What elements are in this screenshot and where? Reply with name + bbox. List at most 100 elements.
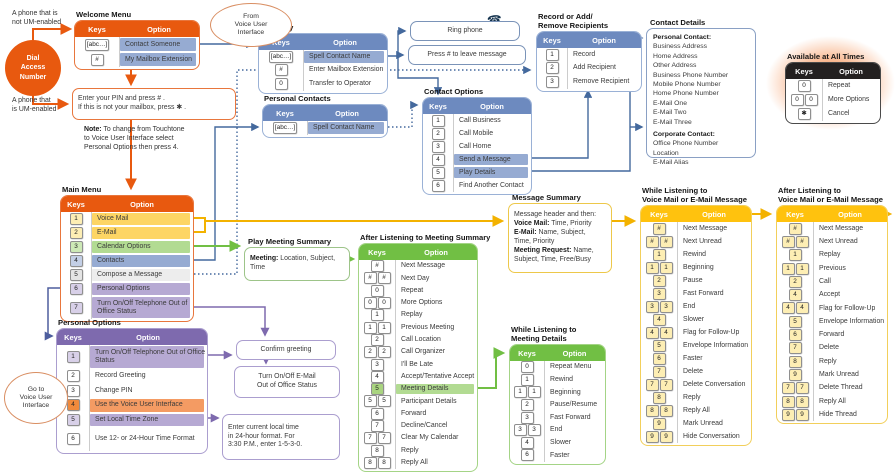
row-keys: #	[777, 222, 813, 235]
key-4: 4	[520, 436, 534, 449]
menu-row: 6 Forward	[359, 407, 477, 420]
option-label: Hide Thread	[819, 410, 857, 418]
row-highlight	[92, 213, 190, 225]
key-7: 7	[363, 432, 377, 445]
row-option: Call Organizer	[395, 346, 477, 359]
table-title: After Listening to	[778, 186, 841, 195]
option-label: Forward	[401, 409, 427, 417]
row-option: Fast Forward	[544, 411, 605, 424]
key-7: 7	[659, 378, 673, 391]
row-option: Beginning	[677, 261, 751, 274]
after-meeting-summary-table: After Listening to Meeting Summary Keys Op…	[358, 233, 490, 473]
table-panel: Keys Option # Next Message # # Next Unread 1 Rep…	[776, 205, 888, 425]
row-option: Faster	[677, 352, 751, 365]
row-keys: 3	[61, 240, 91, 254]
option-label: Next Unread	[683, 237, 722, 245]
contact-details-line: Corporate Contact:	[653, 131, 715, 139]
menu-row: 6 Faster	[510, 449, 605, 462]
key-#: #	[645, 235, 659, 248]
touchtone-note-label: Note: To change from Touchtone to Voice U…	[84, 126, 184, 152]
key-#: #	[377, 272, 391, 285]
key-1: 1	[652, 248, 666, 261]
row-option: Find Another Contact	[453, 179, 531, 192]
row-keys: 2	[537, 62, 567, 76]
menu-row: 3 Fast Forward	[510, 411, 605, 424]
key-9: 9	[652, 417, 666, 430]
menu-row: 0 Repeat Menu	[510, 361, 605, 374]
menu-row: 6 Forward	[777, 328, 887, 342]
row-option: Call Mobile	[453, 127, 531, 140]
connector-16	[388, 100, 419, 128]
label-line: A phone that is	[12, 10, 58, 17]
key-2: 2	[370, 333, 384, 346]
option-label: Faster	[683, 354, 703, 362]
dial-access-number-circle: Dial Access Number	[5, 40, 61, 96]
row-option: Cancel	[822, 107, 880, 121]
key-3: 3	[513, 424, 527, 437]
row-option: Slower	[544, 436, 605, 450]
row-option: Previous Meeting	[395, 321, 477, 334]
table-panel: Keys Option 1 Voice Mail 2 E-Mail 3 Calendar Op…	[60, 195, 194, 322]
row-highlight	[92, 241, 190, 253]
table-panel: Keys Option [abc…] Contact Someone # My Mailb…	[74, 20, 200, 70]
row-option: Faster	[544, 449, 605, 462]
row-keys: 5	[423, 166, 453, 179]
row-highlight	[454, 167, 528, 178]
connector-10	[397, 56, 443, 96]
option-label: More Options	[401, 299, 443, 307]
key-1: 1	[69, 213, 83, 225]
option-label: Reply All	[819, 397, 846, 405]
menu-row: 5 Play Details	[423, 166, 531, 179]
key-4: 4	[69, 255, 83, 267]
contact-details-line: E-Mail Alias	[653, 159, 689, 167]
row-option: Beginning	[544, 386, 605, 399]
row-keys: 9	[641, 417, 677, 430]
menu-row: 2 Pause/Resume	[510, 398, 605, 412]
row-keys: 6	[777, 328, 813, 342]
menu-row: # # Next Unread	[777, 235, 887, 249]
menu-row: 6 Use 12- or 24-Hour Time Format	[57, 427, 207, 451]
key-#: #	[781, 235, 795, 248]
key-3: 3	[69, 241, 83, 253]
table-title: Voice Mail or E-Mail Message	[778, 195, 883, 204]
menu-row: 6 Faster	[641, 352, 751, 365]
circle-line: Access	[20, 64, 46, 72]
row-option: Turn On/Off Telephone Out of Office Stat…	[91, 296, 193, 319]
row-option: Forward	[395, 407, 477, 420]
row-option: Decline/Cancel	[395, 419, 477, 433]
option-label: Pause	[683, 276, 703, 284]
table-panel: Keys Option 1 Call Business 2 Call Mobile 3 Cal…	[422, 97, 532, 195]
contact-details-box: Personal Contact: Business Address Home Ad…	[646, 28, 756, 166]
key-4: 4	[788, 289, 802, 302]
row-option: Reply	[677, 391, 751, 404]
menu-row: 1 Rewind	[510, 373, 605, 387]
option-label: Replay	[401, 311, 423, 319]
option-label: Next Message	[819, 224, 864, 232]
option-label: Slower	[550, 438, 572, 446]
table-title: Meeting Details	[511, 334, 567, 343]
row-keys: 0	[786, 79, 822, 93]
table-header: Keys Option	[57, 329, 207, 345]
menu-row: 0 0 More Options	[359, 296, 477, 310]
row-keys: 2	[423, 127, 453, 140]
row-option: Delete	[813, 341, 887, 355]
keys-column-header: Keys	[272, 37, 290, 47]
row-highlight	[90, 399, 204, 412]
option-column-header: Option	[838, 209, 862, 219]
key-7: 7	[69, 301, 83, 314]
row-keys: 8	[359, 444, 395, 457]
contact-details-title: Contact Details	[650, 18, 706, 27]
key-1: 1	[370, 309, 384, 322]
option-column-header: Option	[130, 199, 154, 209]
connector-25	[194, 306, 270, 337]
row-highlight	[120, 38, 196, 51]
contact-details-line: Office Phone Number	[653, 140, 719, 148]
key-1: 1	[527, 386, 541, 399]
key-#: #	[370, 260, 384, 273]
row-option: Call Location	[395, 333, 477, 347]
menu-row: 1 Replay	[359, 309, 477, 322]
menu-row: 4 Send a Message	[423, 153, 531, 166]
menu-row: 3 Fast Forward	[641, 287, 751, 300]
row-option: Clear My Calendar	[395, 432, 477, 445]
